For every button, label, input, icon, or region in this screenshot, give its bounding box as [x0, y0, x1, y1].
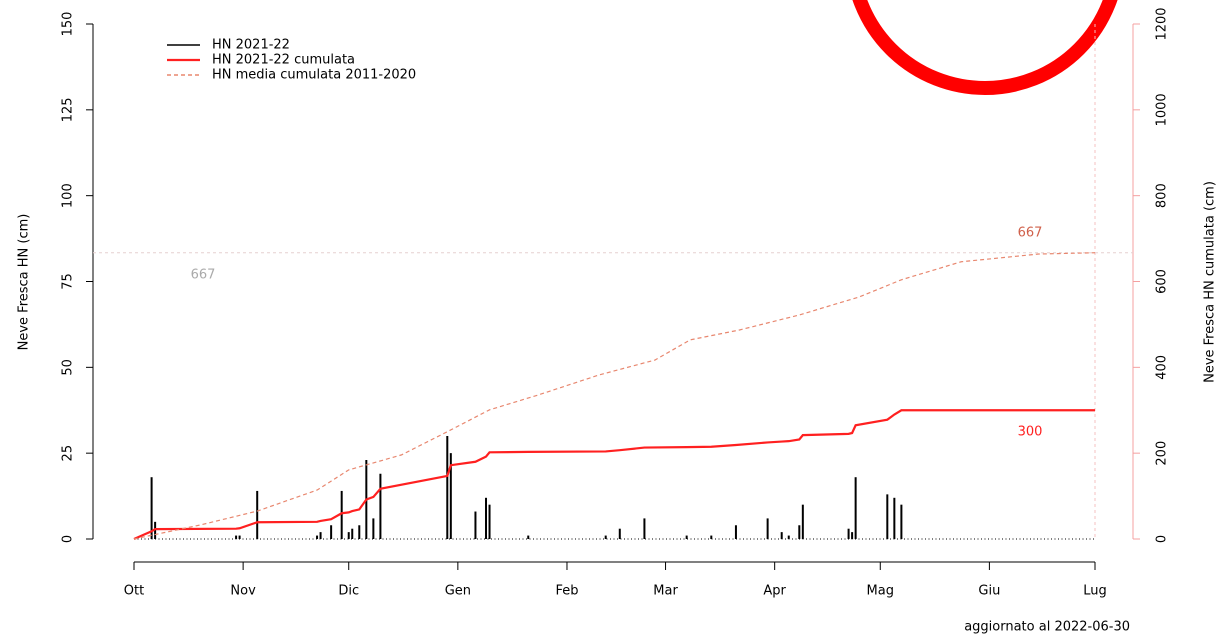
x-tick-label: Feb [555, 584, 578, 599]
legend-label: HN 2021-22 cumulata [212, 53, 355, 68]
y2-tick-label: 0 [1155, 535, 1170, 543]
x-tick-label: Nov [230, 584, 256, 599]
y-tick-label: 0 [61, 535, 76, 543]
y-tick-label: 75 [61, 273, 76, 290]
x-tick-label: Gen [445, 584, 471, 599]
x-tick-label: Lug [1083, 584, 1107, 599]
x-tick-label: Giu [978, 584, 1000, 599]
y2-axis-label: Neve Fresca HN cumulata (cm) [1203, 181, 1218, 383]
mean-cumulative-line [133, 252, 1096, 540]
y-tick-label: 125 [61, 97, 76, 122]
legend-label: HN 2021-22 [212, 38, 290, 53]
y-tick-label: 100 [61, 183, 76, 208]
highlight-circle [852, 0, 1118, 95]
footer: aggiornato al 2022-06-30 [964, 620, 1130, 635]
y2-tick-label: 600 [1155, 269, 1170, 294]
cumulative-line [133, 409, 1095, 541]
y-tick-label: 150 [61, 12, 76, 37]
legend-label: HN media cumulata 2011-2020 [212, 68, 416, 83]
y2-tick-label: 1000 [1155, 93, 1170, 126]
y-tick-label: 50 [61, 359, 76, 376]
y2-tick-label: 400 [1155, 355, 1170, 380]
x-tick-label: Ott [124, 584, 144, 599]
annotation: 300 [1018, 425, 1043, 440]
y2-tick-label: 200 [1155, 441, 1170, 466]
y2-tick-label: 800 [1155, 183, 1170, 208]
x-tick-label: Mar [653, 584, 678, 599]
x-tick-label: Apr [763, 584, 786, 599]
y-axis-label: Neve Fresca HN (cm) [17, 214, 32, 351]
x-tick-label: Dic [338, 584, 359, 599]
annotation: 667 [191, 268, 216, 283]
x-tick-label: Mag [867, 584, 894, 599]
y-tick-label: 25 [61, 445, 76, 462]
annotation: 667 [1018, 226, 1043, 241]
y2-tick-label: 1200 [1155, 7, 1170, 40]
